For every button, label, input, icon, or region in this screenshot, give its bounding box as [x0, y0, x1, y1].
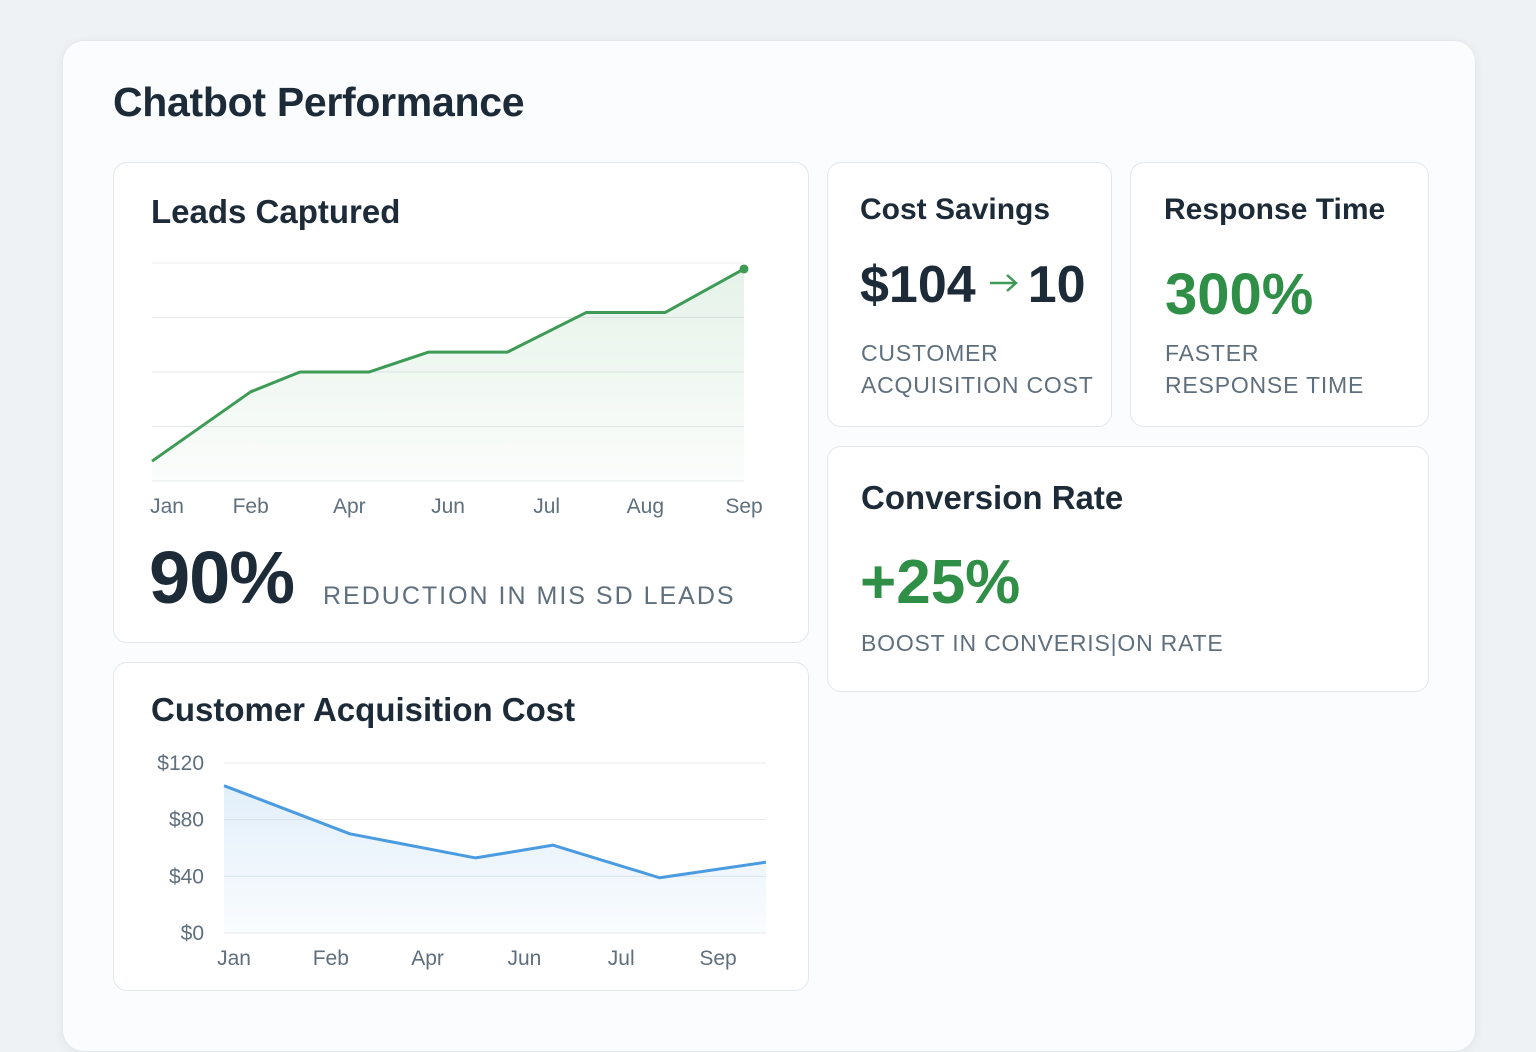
- cost-savings-caption-2: ACQUISITION COST: [861, 372, 1094, 398]
- leads-x-tick: Jul: [533, 495, 560, 518]
- cac-line: [223, 784, 767, 880]
- cac-y-tick: $0: [181, 922, 204, 945]
- cac-card-title: Customer Acquisition Cost: [151, 691, 576, 728]
- response-time-value: 300%: [1165, 262, 1314, 327]
- cac-x-tick: Jul: [608, 947, 635, 970]
- cac-x-tick: Jun: [507, 947, 541, 970]
- cost-savings-title: Cost Savings: [860, 193, 1051, 226]
- page-title: Chatbot Performance: [113, 79, 525, 125]
- leads-x-tick: Sep: [725, 495, 762, 518]
- cost-savings-card: Cost Savings $104 10 CUSTOMER ACQUISITIO…: [827, 162, 1112, 427]
- cac-x-tick: Feb: [313, 947, 349, 970]
- response-time-card: Response Time 300% FASTER RESPONSE TIME: [1130, 162, 1429, 427]
- response-time-caption-1: FASTER: [1165, 340, 1260, 366]
- cac-y-tick: $40: [169, 865, 204, 888]
- leads-x-tick: Jun: [431, 495, 465, 518]
- leads-line: [151, 267, 745, 463]
- arrow-right-icon: [988, 272, 1020, 299]
- leads-area: [152, 268, 744, 481]
- cac-chart: $120 $80 $40 $0 Jan Feb Apr Jun Jul Sep: [157, 752, 767, 970]
- conversion-rate-value: +25%: [860, 548, 1021, 617]
- dashboard-panel: Chatbot Performance Leads Captured Jan Fe…: [62, 40, 1476, 1052]
- leads-end-point: [739, 264, 749, 274]
- leads-card-title: Leads Captured: [151, 193, 401, 230]
- leads-big-value: 90%: [149, 536, 295, 619]
- cac-x-tick: Sep: [699, 947, 736, 970]
- cac-card: Customer Acquisition Cost $120 $80 $40 $0 Ja…: [113, 662, 809, 991]
- cost-savings-from: $104: [860, 256, 976, 314]
- cac-y-tick: $120: [157, 752, 204, 775]
- cost-savings-to: 10: [1027, 256, 1086, 314]
- response-time-caption-2: RESPONSE TIME: [1165, 372, 1365, 398]
- cost-savings-values: $104 10: [860, 255, 1086, 315]
- conversion-rate-caption: BOOST IN CONVERIS|ON RATE: [861, 630, 1224, 656]
- conversion-rate-title: Conversion Rate: [861, 479, 1124, 516]
- leads-x-tick: Aug: [627, 495, 664, 518]
- cac-y-tick: $80: [169, 809, 204, 832]
- cac-area: [224, 785, 766, 933]
- leads-x-tick: Feb: [233, 495, 269, 518]
- leads-chart: Jan Feb Apr Jun Jul Aug Sep: [150, 262, 763, 518]
- cac-x-tick: Jan: [217, 947, 251, 970]
- cost-savings-caption-1: CUSTOMER: [861, 340, 999, 366]
- leads-x-tick: Jan: [150, 495, 184, 518]
- cac-x-tick: Apr: [411, 947, 444, 970]
- conversion-rate-card: Conversion Rate +25% BOOST IN CONVERIS|O…: [827, 446, 1429, 692]
- leads-caption: REDUCTION IN MIS SD LEADS: [323, 582, 736, 610]
- leads-captured-card: Leads Captured Jan Feb Apr Jun Jul Aug Sep 90%…: [113, 162, 809, 643]
- response-time-title: Response Time: [1164, 193, 1386, 226]
- leads-x-tick: Apr: [333, 495, 366, 518]
